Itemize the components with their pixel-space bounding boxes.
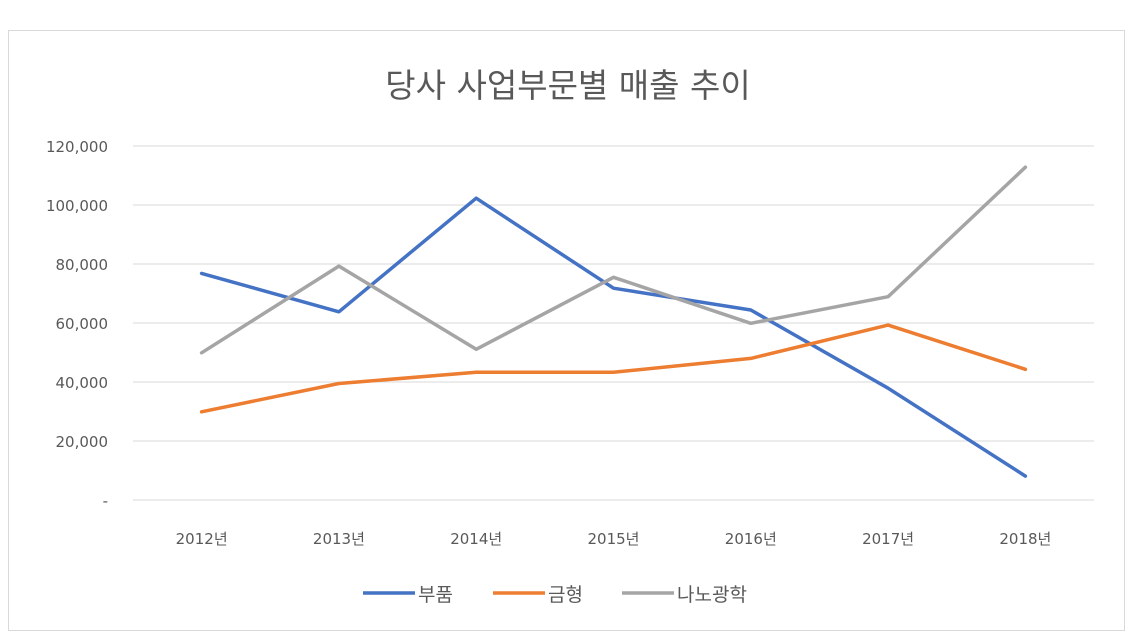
legend-label: 나노광학: [677, 584, 747, 606]
legend-label: 부품: [418, 584, 453, 606]
x-tick-label: 2014년: [450, 530, 502, 548]
y-tick-label: 120,000: [46, 138, 108, 156]
y-tick-label: 40,000: [56, 374, 109, 392]
y-tick-label: 80,000: [56, 256, 109, 274]
y-tick-label: 20,000: [56, 433, 109, 451]
x-tick-label: 2015년: [588, 530, 640, 548]
x-tick-label: 2017년: [862, 530, 914, 548]
chart-area: [8, 30, 1125, 631]
y-tick-label: 60,000: [56, 315, 109, 333]
y-tick-label: 100,000: [46, 197, 108, 215]
legend-item: 금형: [493, 584, 583, 606]
series-line-나노광학: [199, 165, 1028, 355]
x-tick-label: 2016년: [725, 530, 777, 548]
legend-item: 나노광학: [622, 584, 747, 606]
chart-title: 당사 사업부문별 매출 추이: [385, 66, 750, 105]
series-line-금형: [199, 323, 1028, 414]
x-tick-label: 2012년: [176, 530, 228, 548]
x-tick-label: 2018년: [999, 530, 1051, 548]
x-tick-label: 2013년: [313, 530, 365, 548]
legend-item: 부품: [363, 584, 453, 606]
legend-label: 금형: [548, 584, 583, 606]
series-line-부품: [199, 196, 1028, 478]
y-tick-label: -: [103, 492, 108, 510]
